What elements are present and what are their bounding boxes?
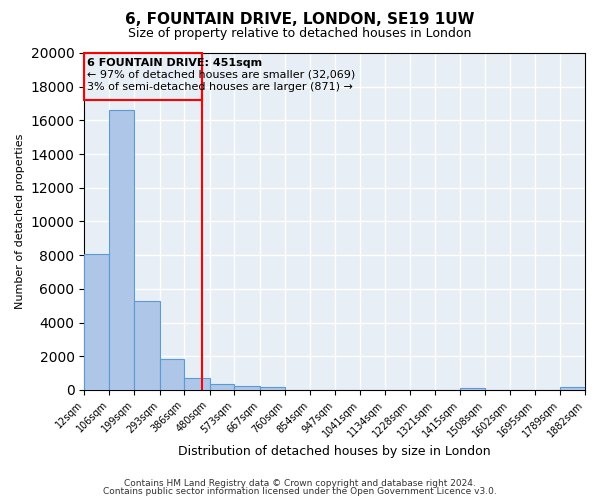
Text: 6 FOUNTAIN DRIVE: 451sqm: 6 FOUNTAIN DRIVE: 451sqm (87, 58, 262, 68)
Bar (134, 300, 160, 390)
Bar (184, 378, 209, 390)
Bar (235, 386, 260, 390)
Text: Contains public sector information licensed under the Open Government Licence v3: Contains public sector information licen… (103, 487, 497, 496)
Text: 3% of semi-detached houses are larger (871) →: 3% of semi-detached houses are larger (8… (87, 82, 353, 92)
X-axis label: Distribution of detached houses by size in London: Distribution of detached houses by size … (178, 444, 491, 458)
Bar (260, 386, 284, 390)
Text: 6, FOUNTAIN DRIVE, LONDON, SE19 1UW: 6, FOUNTAIN DRIVE, LONDON, SE19 1UW (125, 12, 475, 28)
Bar (160, 359, 184, 390)
Text: Size of property relative to detached houses in London: Size of property relative to detached ho… (128, 28, 472, 40)
Bar (84, 53, 202, 100)
Text: ← 97% of detached houses are smaller (32,069): ← 97% of detached houses are smaller (32… (87, 70, 355, 80)
Bar (560, 387, 585, 390)
Bar (109, 110, 134, 390)
Bar (209, 384, 235, 390)
Bar (84, 254, 109, 390)
Y-axis label: Number of detached properties: Number of detached properties (15, 134, 25, 309)
Text: Contains HM Land Registry data © Crown copyright and database right 2024.: Contains HM Land Registry data © Crown c… (124, 478, 476, 488)
Bar (460, 388, 485, 390)
